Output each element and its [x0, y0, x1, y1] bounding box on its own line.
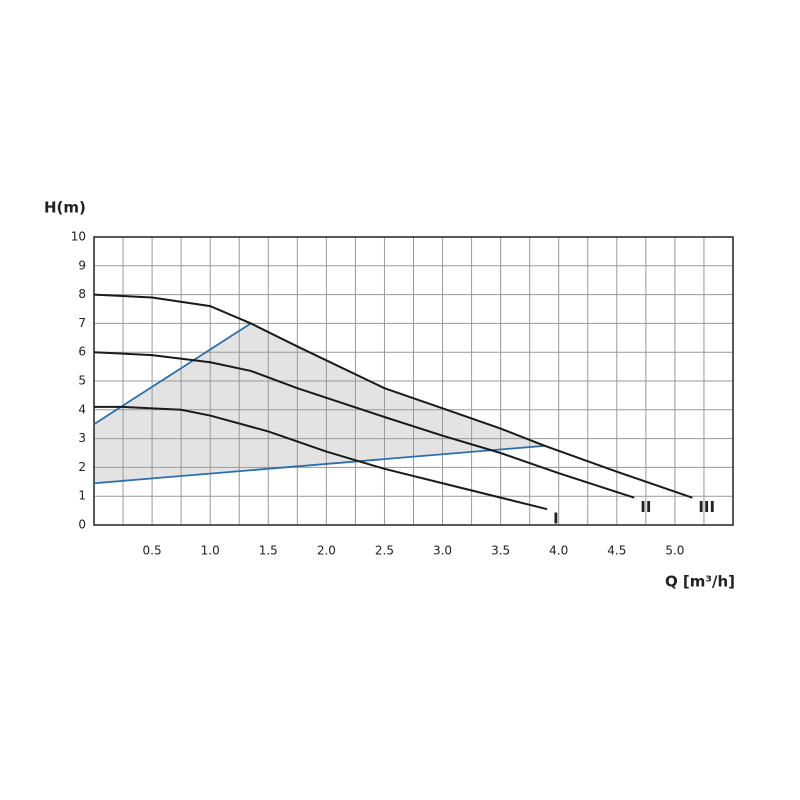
curve-label: II — [640, 498, 651, 516]
y-tick-label: 5 — [78, 374, 86, 388]
x-tick-label: 1.0 — [201, 544, 220, 558]
y-tick-label: 1 — [78, 489, 86, 503]
curve-label: I — [553, 510, 559, 528]
y-tick-label: 7 — [78, 316, 86, 330]
plot-frame — [93, 236, 734, 526]
operating-area — [94, 323, 545, 484]
x-tick-label: 3.5 — [491, 544, 510, 558]
pump-curve — [93, 293, 693, 499]
x-tick-label: 2.5 — [375, 544, 394, 558]
x-tick-label: 4.0 — [549, 544, 568, 558]
x-tick-label: 5.0 — [665, 544, 684, 558]
y-tick-label: 9 — [78, 258, 86, 272]
y-tick-label: 3 — [78, 431, 86, 445]
y-tick-label: 10 — [71, 230, 86, 244]
y-tick-label: 0 — [78, 518, 86, 532]
y-tick-label: 4 — [78, 402, 86, 416]
curve-label: III — [698, 498, 715, 516]
x-axis-title: Q [m³/h] — [665, 573, 735, 591]
limit-line — [93, 444, 545, 485]
x-tick-label: 1.5 — [259, 544, 278, 558]
x-tick-label: 4.5 — [607, 544, 626, 558]
y-tick-label: 2 — [78, 460, 86, 474]
pump-curve — [94, 405, 548, 511]
x-tick-label: 0.5 — [143, 544, 162, 558]
x-tick-label: 3.0 — [433, 544, 452, 558]
x-tick-label: 2.0 — [317, 544, 336, 558]
y-axis-title: H(m) — [44, 199, 86, 217]
pump-curve — [93, 351, 635, 499]
y-tick-label: 6 — [78, 345, 86, 359]
y-tick-label: 8 — [78, 287, 86, 301]
